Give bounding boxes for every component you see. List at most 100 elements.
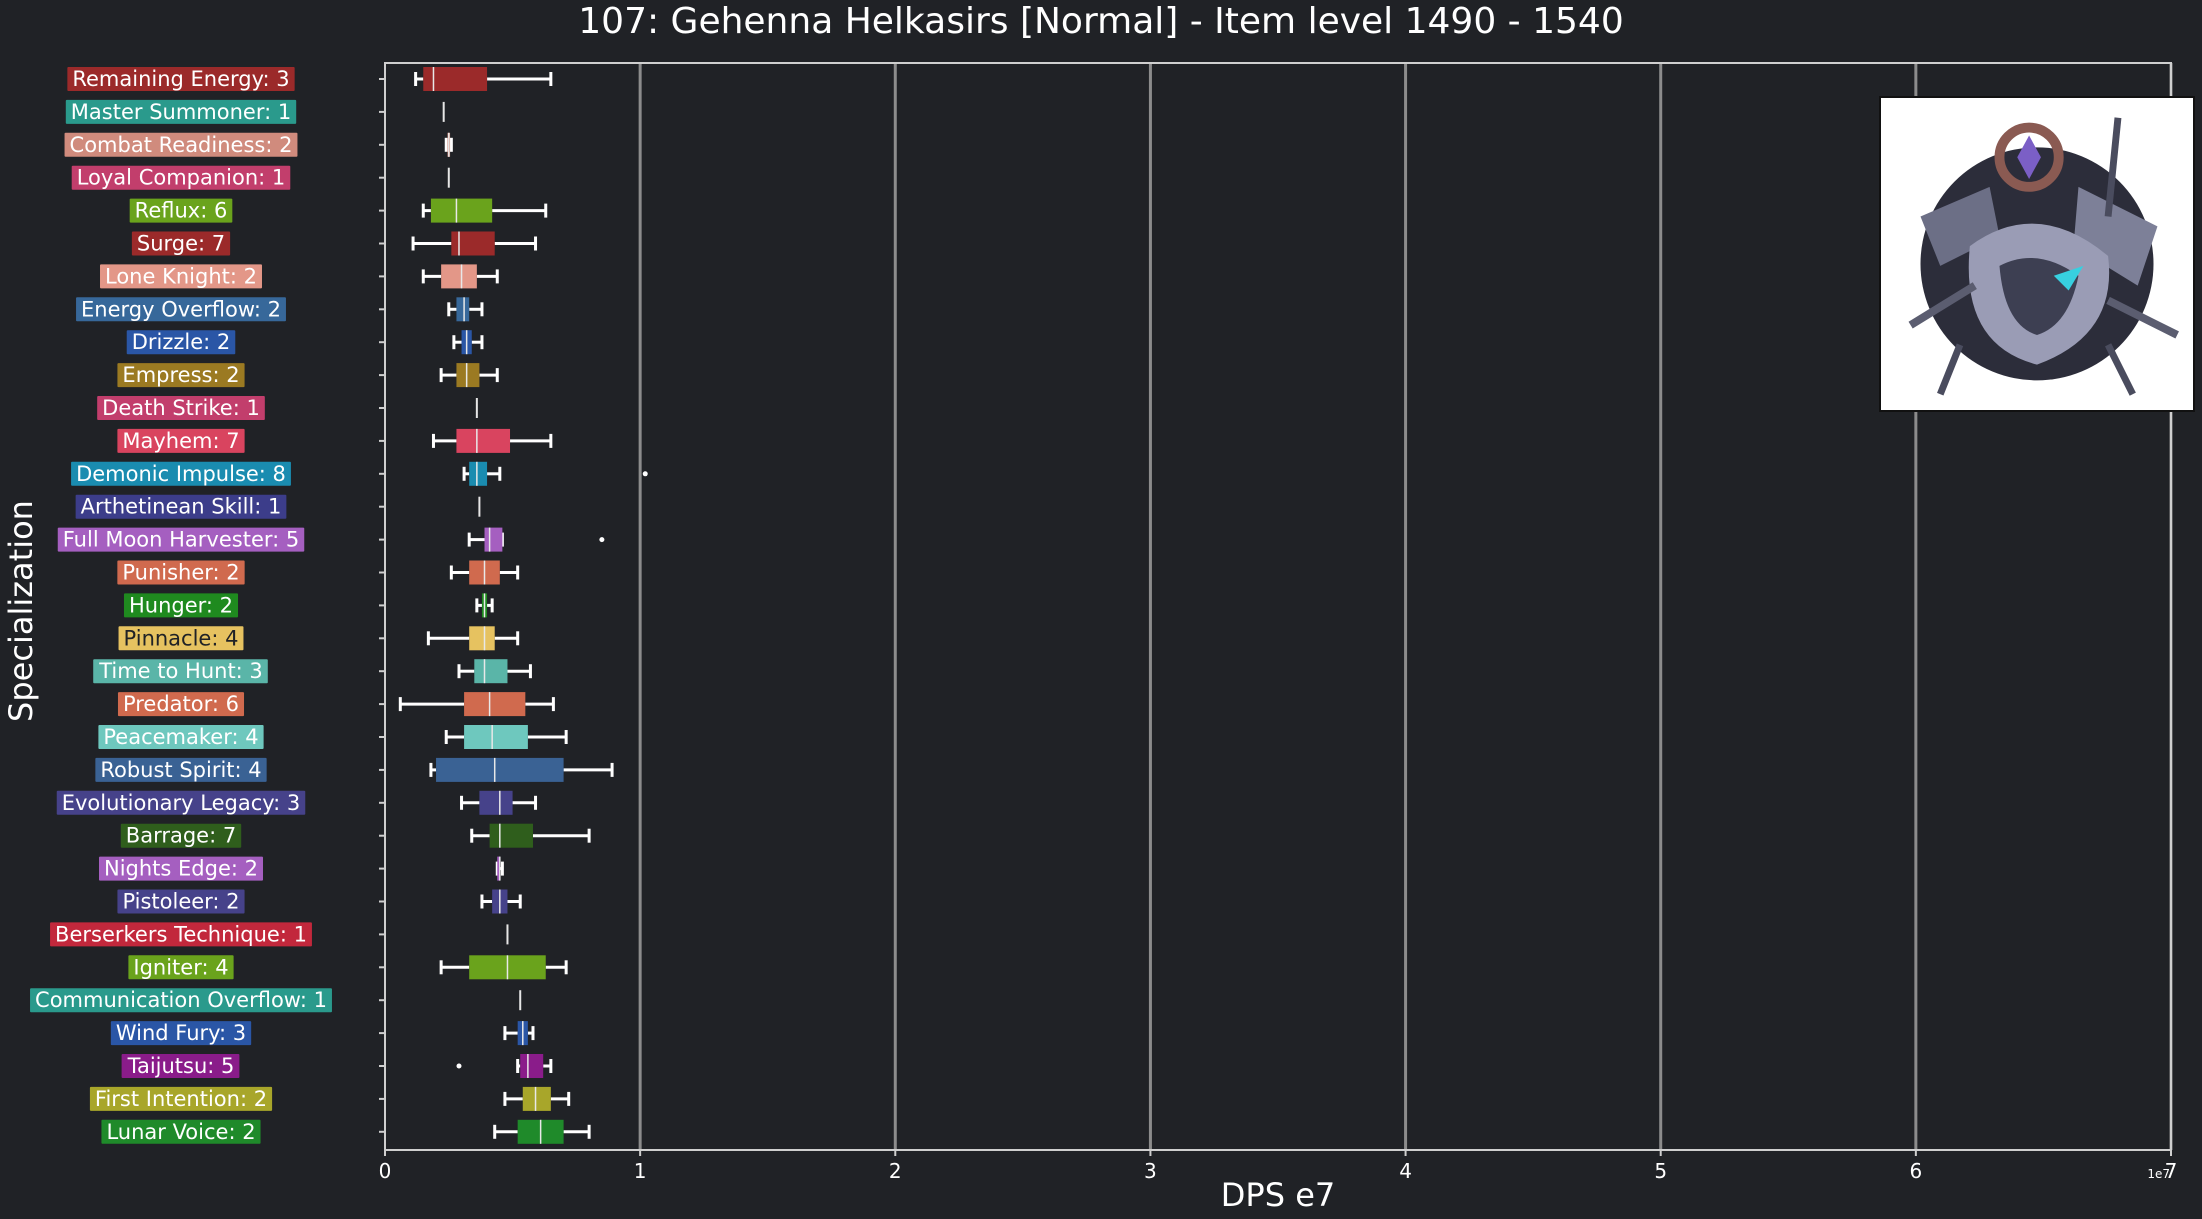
category-label-text: Time to Hunt: 3 — [98, 659, 263, 683]
boss-portrait-icon — [1879, 96, 2195, 412]
iqr-box — [456, 297, 470, 322]
iqr-box — [522, 1086, 551, 1111]
category-label-text: Loyal Companion: 1 — [77, 166, 286, 190]
box-row — [503, 1086, 571, 1111]
iqr-box — [456, 363, 480, 388]
category-label-text: Arthetinean Skill: 1 — [81, 495, 282, 519]
box-row — [480, 889, 522, 914]
category-label-background — [128, 955, 234, 980]
category-label-text: Berserkers Technique: 1 — [55, 922, 307, 946]
iqr-box — [469, 461, 488, 486]
iqr-box — [497, 856, 500, 881]
category-label-background — [129, 198, 233, 223]
box-row — [457, 659, 532, 684]
category-labels-layer: Remaining Energy: 3 Master Summoner: 1 Com… — [30, 67, 385, 1144]
iqr-box — [441, 264, 477, 289]
iqr-box — [469, 626, 495, 651]
category-label: Barrage: 7 — [120, 823, 242, 848]
category-label-background — [117, 428, 245, 453]
box-row — [495, 856, 504, 881]
x-tick-label: 2 — [889, 1159, 902, 1183]
x-tick-label: 5 — [1654, 1159, 1667, 1183]
x-tick-label: 7 — [2165, 1159, 2178, 1183]
category-label-text: Remaining Energy: 3 — [72, 67, 289, 91]
category-label-text: Igniter: 4 — [133, 955, 228, 979]
category-label-text: Lunar Voice: 2 — [106, 1120, 255, 1144]
category-label: Arthetinean Skill: 1 — [75, 494, 287, 519]
category-label: Lunar Voice: 2 — [101, 1119, 261, 1144]
box-row — [421, 264, 499, 289]
category-label: Full Moon Harvester: 5 — [57, 527, 305, 552]
box-row — [470, 823, 591, 848]
box-row — [439, 955, 568, 980]
category-label: Nights Edge: 2 — [99, 856, 263, 881]
category-label: Robust Spirit: 4 — [95, 757, 267, 782]
category-label-text: Death Strike: 1 — [102, 396, 260, 420]
category-label-text: Hunger: 2 — [129, 593, 233, 617]
category-label: Predator: 6 — [117, 692, 245, 717]
category-label-text: Lone Knight: 2 — [105, 264, 257, 288]
iqr-box — [464, 692, 526, 717]
x-tick-label: 6 — [1909, 1159, 1922, 1183]
category-label-text: Combat Readiness: 2 — [70, 133, 293, 157]
category-label: Demonic Impulse: 8 — [71, 461, 291, 486]
category-label-background — [71, 165, 291, 190]
x-tick-label: 1 — [634, 1159, 647, 1183]
category-label-background — [118, 626, 244, 651]
category-label-text: Robust Spirit: 4 — [100, 758, 261, 782]
category-label-background — [30, 988, 332, 1013]
category-label-background — [75, 494, 287, 519]
category-label-background — [131, 231, 231, 256]
box-row — [449, 560, 520, 585]
category-label: Drizzle: 2 — [126, 330, 236, 355]
box-row — [462, 461, 648, 486]
x-axis-offset-text: 1e7 — [2147, 1167, 2170, 1181]
category-label-background — [71, 461, 291, 486]
outlier-point — [599, 537, 605, 543]
category-label-background — [101, 1119, 261, 1144]
category-label: Surge: 7 — [131, 231, 231, 256]
category-label-background — [57, 527, 305, 552]
box-row — [444, 725, 568, 749]
category-label-text: Pistoleer: 2 — [122, 890, 239, 914]
category-label-background — [56, 790, 306, 815]
outlier-point — [642, 471, 648, 477]
category-label-text: Peacemaker: 4 — [103, 725, 258, 749]
iqr-box — [430, 198, 493, 223]
category-label: Hunger: 2 — [123, 593, 239, 618]
category-label-background — [97, 396, 265, 420]
iqr-box — [464, 725, 528, 749]
box-row — [431, 428, 553, 453]
category-label-text: Mayhem: 7 — [122, 429, 239, 453]
category-label-background — [117, 363, 245, 388]
box-row — [493, 1119, 591, 1144]
category-label-text: First Intention: 2 — [95, 1087, 267, 1111]
category-label-background — [121, 1054, 240, 1078]
category-label-background — [64, 132, 298, 157]
category-label-text: Predator: 6 — [123, 692, 239, 716]
category-label-text: Taijutsu: 5 — [127, 1054, 235, 1078]
category-label-background — [110, 1021, 252, 1046]
category-label-background — [123, 593, 239, 618]
category-label-text: Communication Overflow: 1 — [35, 988, 327, 1012]
category-label: Igniter: 4 — [128, 955, 234, 980]
category-label: Taijutsu: 5 — [121, 1054, 240, 1078]
box-row — [452, 330, 484, 355]
iqr-box — [436, 757, 564, 782]
box-row — [503, 1021, 535, 1046]
category-label: Pistoleer: 2 — [117, 889, 245, 914]
box-row — [426, 626, 520, 651]
category-label-text: Evolutionary Legacy: 3 — [62, 791, 301, 815]
iqr-box — [479, 790, 513, 815]
boxes-layer — [398, 67, 648, 1144]
category-label: Communication Overflow: 1 — [30, 988, 332, 1013]
category-label: Mayhem: 7 — [117, 428, 245, 453]
x-tick-label: 0 — [379, 1159, 392, 1183]
category-label-background — [93, 659, 268, 684]
iqr-box — [489, 823, 533, 848]
category-label: Wind Fury: 3 — [110, 1021, 252, 1046]
box-row — [421, 198, 548, 223]
category-label: Energy Overflow: 2 — [76, 297, 286, 322]
category-label: Pinnacle: 4 — [118, 626, 244, 651]
